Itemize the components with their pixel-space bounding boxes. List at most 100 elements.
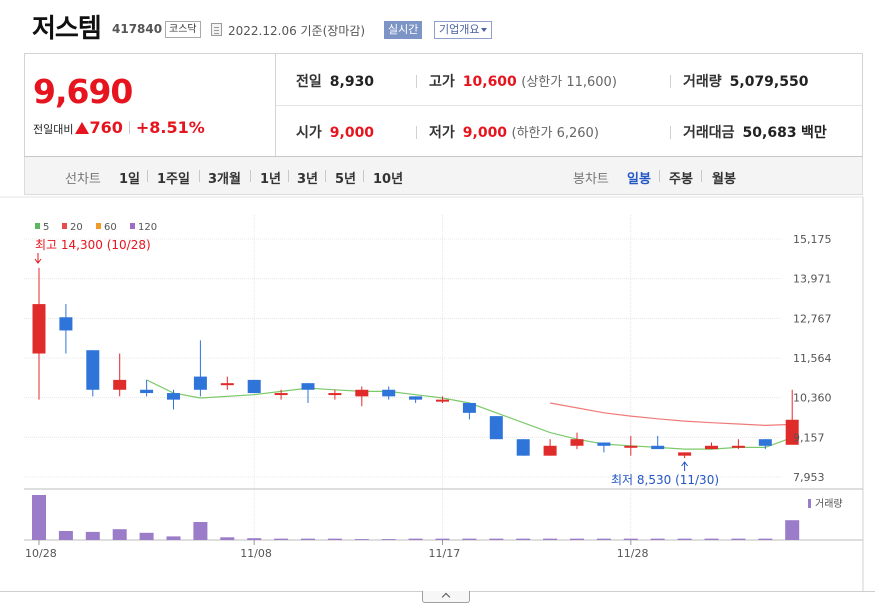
volume-bar: [220, 537, 235, 540]
volume-bar: [731, 538, 746, 540]
candle-monthly[interactable]: 월봉: [712, 172, 736, 187]
volume-bar: [85, 531, 100, 540]
volume-bar: [301, 538, 315, 540]
low-note: 최저 8,530 (11/30): [611, 473, 719, 487]
candle-body: [193, 376, 207, 390]
period-10y[interactable]: 10년: [373, 172, 404, 187]
document-icon: [211, 23, 222, 36]
candle-body: [86, 350, 100, 390]
legend-label: 120: [138, 222, 157, 233]
divider: [288, 170, 289, 182]
y-tick-label: 15,175: [793, 233, 832, 246]
period-1y[interactable]: 1년: [260, 172, 282, 187]
ma20-line: [549, 402, 793, 427]
volume-bar: [327, 538, 342, 540]
volume-bar: [489, 538, 504, 540]
divider: [363, 170, 364, 182]
candle-daily[interactable]: 일봉: [627, 172, 651, 187]
stock-code: 417840: [112, 22, 163, 36]
volume-bar: [704, 538, 719, 540]
divider: [659, 170, 660, 182]
candle-weekly[interactable]: 주봉: [669, 172, 693, 187]
candle-body: [328, 393, 342, 396]
candle-body: [758, 439, 772, 446]
divider: [670, 75, 671, 88]
volume-bar: [354, 539, 369, 540]
volume-bar: [677, 538, 692, 540]
volume-bar: [758, 538, 773, 540]
down-arrow-icon: [34, 253, 42, 264]
volume-legend-swatch: [808, 499, 811, 508]
legend-swatch: [62, 223, 67, 229]
divider: [276, 105, 862, 106]
period-1w[interactable]: 1주일: [157, 172, 190, 187]
y-tick-label: 9,157: [793, 431, 825, 444]
candle-body: [651, 445, 665, 450]
volume-bar: [193, 522, 208, 540]
candle-body: [32, 304, 46, 354]
candle-body: [59, 317, 73, 331]
volume-bar: [435, 538, 450, 540]
divider: [128, 121, 130, 134]
divider: [325, 170, 326, 182]
candle-body: [301, 383, 315, 390]
volume-bar: [570, 538, 584, 540]
candle-body: [624, 445, 638, 448]
price-change: 전일대비 760 +8.51%: [33, 118, 205, 137]
x-tick-label: 11/17: [429, 547, 461, 560]
legend-swatch: [35, 223, 40, 229]
divider: [199, 170, 200, 182]
chart-controls: 선차트 1일 1주일 3개월 1년 3년 5년 10년 봉차트 일봉 주봉 월봉: [24, 157, 863, 195]
candle-body: [382, 389, 396, 397]
divider: [416, 126, 417, 139]
volume-bar: [785, 520, 800, 540]
candle-body: [355, 389, 369, 397]
divider: [701, 170, 702, 182]
volume-bar: [408, 538, 423, 540]
high-note: 최고 14,300 (10/28): [35, 238, 151, 252]
candle-body: [409, 396, 423, 400]
open-price: 시가 9,000: [296, 125, 375, 141]
volume-bar: [274, 538, 289, 540]
volume-bar: [247, 538, 262, 540]
company-overview-dropdown[interactable]: 기업개요: [434, 21, 493, 39]
candle-body: [570, 439, 584, 446]
low-price: 저가 9,000 (하한가 6,260): [429, 125, 599, 141]
x-tick-label: 11/28: [617, 547, 649, 560]
candle-body: [489, 416, 503, 440]
candle-chart-label: 봉차트: [573, 172, 609, 187]
period-1d[interactable]: 1일: [119, 172, 141, 187]
period-3m[interactable]: 3개월: [208, 172, 241, 187]
candle-body: [140, 389, 154, 394]
up-triangle-icon: [75, 122, 90, 134]
volume-bar: [623, 538, 638, 540]
legend-swatch: [130, 223, 135, 229]
divider: [147, 170, 148, 182]
candle-body: [462, 402, 476, 413]
legend-label: 20: [70, 222, 83, 233]
volume-bar: [462, 538, 477, 540]
prev-close: 전일 8,930: [296, 74, 375, 90]
trade-amount: 거래대금 50,683 백만: [683, 125, 827, 141]
current-price-panel: 9,690 전일대비 760 +8.51%: [25, 54, 276, 156]
change-percent: +8.51%: [135, 118, 205, 137]
volume: 거래량 5,079,550: [683, 74, 809, 90]
chevron-down-icon: [481, 28, 488, 32]
y-tick-label: 13,971: [793, 273, 832, 286]
candle-body: [167, 393, 180, 400]
chart-collapse-toggle[interactable]: [422, 591, 470, 603]
volume-bar: [32, 495, 46, 540]
y-tick-label: 10,360: [793, 392, 832, 405]
change-value: 760: [89, 118, 123, 137]
realtime-button[interactable]: 실시간: [384, 21, 423, 39]
candle-body: [731, 445, 745, 448]
company-overview-label: 기업개요: [439, 23, 480, 36]
period-5y[interactable]: 5년: [335, 172, 357, 187]
volume-bar: [543, 538, 558, 540]
volume-bar: [381, 539, 396, 540]
volume-legend-label: 거래량: [815, 498, 843, 510]
period-3y[interactable]: 3년: [297, 172, 319, 187]
volume-bar: [516, 538, 531, 540]
volume-bar: [650, 538, 665, 540]
